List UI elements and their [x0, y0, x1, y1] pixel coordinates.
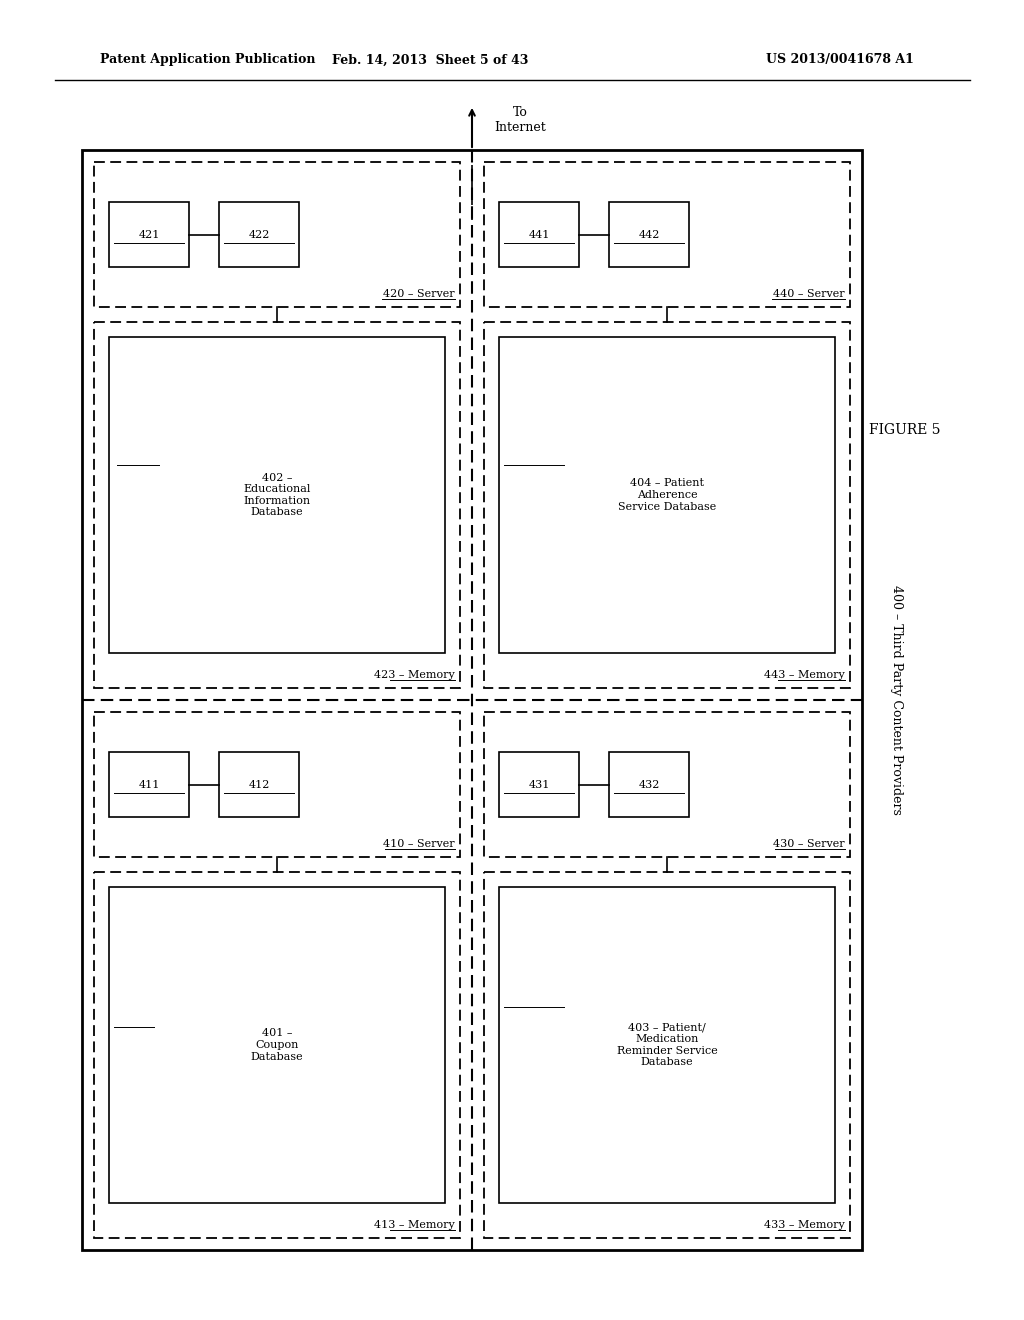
- Bar: [94, 322, 460, 688]
- Text: 433 – Memory: 433 – Memory: [764, 1220, 845, 1230]
- Bar: [609, 202, 689, 267]
- Bar: [499, 887, 835, 1203]
- Text: FIGURE 5: FIGURE 5: [869, 422, 941, 437]
- Text: 431: 431: [528, 780, 550, 789]
- Bar: [94, 711, 460, 857]
- Text: To
Internet: To Internet: [494, 106, 546, 135]
- Text: 401 –
Coupon
Database: 401 – Coupon Database: [251, 1028, 303, 1061]
- Bar: [219, 752, 299, 817]
- Text: 412: 412: [248, 780, 269, 789]
- Bar: [484, 873, 850, 1238]
- Bar: [109, 887, 445, 1203]
- Text: 423 – Memory: 423 – Memory: [374, 671, 455, 680]
- Bar: [82, 150, 862, 1250]
- Bar: [109, 202, 189, 267]
- Text: 410 – Server: 410 – Server: [383, 840, 455, 849]
- Text: 420 – Server: 420 – Server: [383, 289, 455, 300]
- Bar: [484, 322, 850, 688]
- Text: 413 – Memory: 413 – Memory: [374, 1220, 455, 1230]
- Bar: [484, 711, 850, 857]
- Text: Patent Application Publication: Patent Application Publication: [100, 54, 315, 66]
- Bar: [94, 162, 460, 308]
- Text: 402 –
Educational
Information
Database: 402 – Educational Information Database: [244, 473, 310, 517]
- Bar: [609, 752, 689, 817]
- Bar: [109, 337, 445, 653]
- Text: 421: 421: [138, 230, 160, 239]
- Text: 443 – Memory: 443 – Memory: [764, 671, 845, 680]
- Text: Feb. 14, 2013  Sheet 5 of 43: Feb. 14, 2013 Sheet 5 of 43: [332, 54, 528, 66]
- Text: 441: 441: [528, 230, 550, 239]
- Text: 400 – Third Party Content Providers: 400 – Third Party Content Providers: [891, 585, 903, 814]
- Text: US 2013/0041678 A1: US 2013/0041678 A1: [766, 54, 914, 66]
- Text: 430 – Server: 430 – Server: [773, 840, 845, 849]
- Text: 404 – Patient
Adherence
Service Database: 404 – Patient Adherence Service Database: [617, 478, 716, 512]
- Text: 432: 432: [638, 780, 659, 789]
- Bar: [94, 873, 460, 1238]
- Text: 411: 411: [138, 780, 160, 789]
- Bar: [109, 752, 189, 817]
- Bar: [499, 337, 835, 653]
- Text: 422: 422: [248, 230, 269, 239]
- Text: 440 – Server: 440 – Server: [773, 289, 845, 300]
- Bar: [484, 162, 850, 308]
- Bar: [499, 752, 579, 817]
- Bar: [499, 202, 579, 267]
- Text: 403 – Patient/
Medication
Reminder Service
Database: 403 – Patient/ Medication Reminder Servi…: [616, 1023, 718, 1068]
- Bar: [219, 202, 299, 267]
- Text: 442: 442: [638, 230, 659, 239]
